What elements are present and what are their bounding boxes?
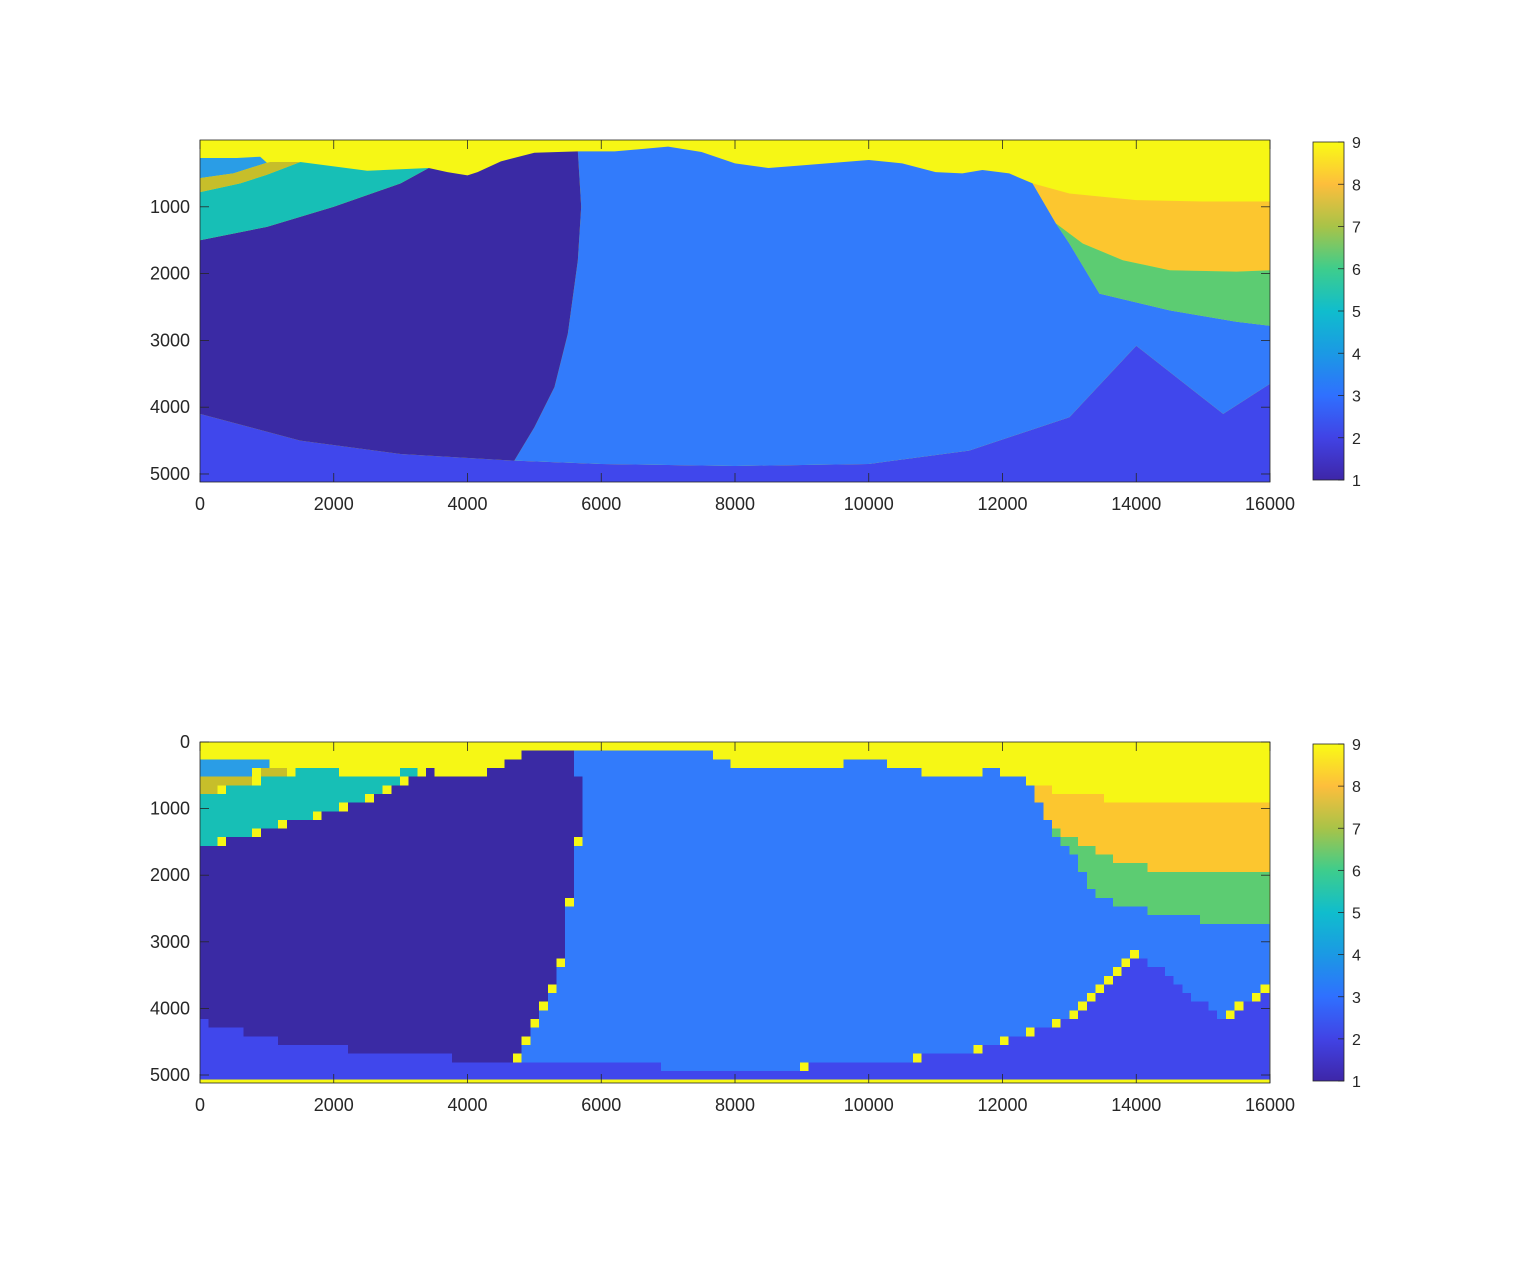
plot-bottom: 0 2000 4000 6000 8000 10000 12000 14000 16000010… — [150, 732, 1361, 1115]
region-3 — [512, 750, 1270, 1072]
region-2 — [200, 949, 1270, 1080]
heatmap-area — [200, 140, 1270, 482]
x-tick-label: 4000 — [447, 1095, 487, 1115]
y-tick-label: 5000 — [150, 464, 190, 484]
colorbar-tick-label: 4 — [1352, 948, 1361, 965]
x-tick-label: 6000 — [581, 1095, 621, 1115]
colorbar-tick-label: 3 — [1352, 389, 1361, 406]
y-tick-label: 0 — [180, 732, 190, 752]
region-5 — [200, 767, 427, 846]
region-7 — [200, 767, 305, 794]
colorbar-tick-label: 8 — [1352, 779, 1361, 796]
y-tick-label: 5000 — [150, 1065, 190, 1085]
y-tick-label: 2000 — [150, 264, 190, 284]
x-tick-label: 16000 — [1245, 1095, 1295, 1115]
y-tick-label: 3000 — [150, 330, 190, 350]
x-tick-label: 2000 — [314, 494, 354, 514]
colorbar-tick-label: 1 — [1352, 1074, 1361, 1091]
region-2 — [200, 345, 1270, 482]
colorbar-tick-label: 9 — [1352, 737, 1361, 754]
colorbar-tick-label: 5 — [1352, 304, 1361, 321]
colorbar-tick-label: 6 — [1352, 863, 1361, 880]
x-tick-label: 2000 — [314, 1095, 354, 1115]
colorbar-tick-label: 8 — [1352, 177, 1361, 194]
region-1 — [200, 151, 582, 461]
y-tick-label: 4000 — [150, 397, 190, 417]
colorbar-tick-label: 4 — [1352, 346, 1361, 363]
colorbar-tick-label: 1 — [1352, 473, 1361, 490]
region-3 — [514, 146, 1270, 466]
x-tick-label: 10000 — [844, 494, 894, 514]
region-6 — [1056, 223, 1270, 326]
x-tick-label: 8000 — [715, 494, 755, 514]
region-4 — [200, 156, 267, 179]
colorbar-tick-label: 3 — [1352, 990, 1361, 1007]
heatmap-area — [200, 742, 1270, 1083]
colorbar-tick-label: 5 — [1352, 906, 1361, 923]
colorbar-tick-label: 7 — [1352, 220, 1361, 237]
colorbar-tick-label: 2 — [1352, 431, 1361, 448]
x-tick-label: 0 — [195, 1095, 205, 1115]
colorbar: 1 2 3 4 5 6 7 8 9 — [1312, 737, 1361, 1091]
x-tick-label: 14000 — [1111, 494, 1161, 514]
y-tick-label: 1000 — [150, 799, 190, 819]
y-tick-label: 4000 — [150, 998, 190, 1018]
colorbar-tick-label: 9 — [1352, 135, 1361, 152]
colorbar-tick-label: 6 — [1352, 262, 1361, 279]
x-tick-label: 8000 — [715, 1095, 755, 1115]
x-tick-label: 6000 — [581, 494, 621, 514]
x-tick-label: 10000 — [844, 1095, 894, 1115]
x-tick-label: 0 — [195, 494, 205, 514]
region-4 — [200, 759, 270, 777]
x-tick-label: 4000 — [447, 494, 487, 514]
colorbar: 1 2 3 4 5 6 7 8 9 — [1312, 135, 1361, 490]
y-tick-label: 3000 — [150, 932, 190, 952]
plot-top: 0 2000 4000 6000 8000 10000 12000 14000 16000100… — [150, 135, 1361, 514]
colorbar-tick-label: 2 — [1352, 1032, 1361, 1049]
y-tick-label: 1000 — [150, 197, 190, 217]
region-7 — [200, 162, 301, 193]
region-1 — [200, 750, 583, 1063]
region-6 — [1051, 828, 1270, 924]
region-5 — [200, 162, 429, 241]
region-8 — [1032, 183, 1270, 272]
colorbar-tick-label: 7 — [1352, 821, 1361, 838]
y-tick-label: 2000 — [150, 865, 190, 885]
x-tick-label: 12000 — [977, 1095, 1027, 1115]
x-tick-label: 12000 — [977, 494, 1027, 514]
x-tick-label: 16000 — [1245, 494, 1295, 514]
x-tick-label: 14000 — [1111, 1095, 1161, 1115]
